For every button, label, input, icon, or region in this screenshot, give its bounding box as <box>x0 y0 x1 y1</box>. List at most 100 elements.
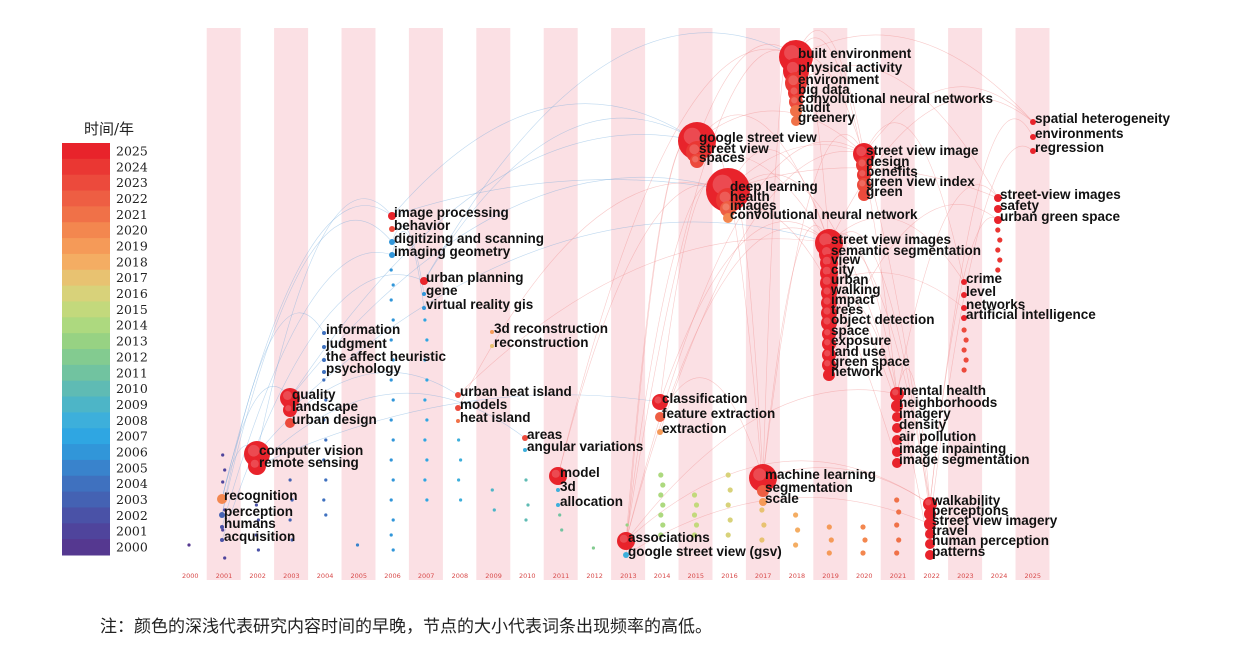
node-circle <box>925 539 935 549</box>
keyword-label: exposure <box>831 333 892 348</box>
node-circle <box>389 239 395 245</box>
node-highlight <box>859 170 866 177</box>
minor-node <box>221 453 225 457</box>
timeline-year-labels: 2000 2001 2002 2003 2004 2005 2006 2007 2008 2009… <box>182 572 1041 580</box>
legend-year-2006: 2006 <box>116 445 148 460</box>
node-circle <box>1030 148 1036 154</box>
node-highlight <box>654 396 662 404</box>
node-circle <box>623 552 629 558</box>
node-circle <box>892 447 902 457</box>
legend-year-2023: 2023 <box>116 175 148 190</box>
minor-node <box>963 357 969 363</box>
minor-node <box>389 458 393 462</box>
keyword-label: recognition <box>224 488 298 503</box>
minor-node <box>691 492 698 498</box>
node-circle <box>285 418 295 428</box>
keyword-label: networks <box>966 297 1025 312</box>
minor-node <box>793 512 799 518</box>
band-2015 <box>678 28 713 580</box>
keyword-node-k83 <box>217 494 227 504</box>
minor-node <box>391 283 395 287</box>
keyword-label: virtual reality gis <box>426 297 533 312</box>
minor-node <box>223 508 227 512</box>
minor-node <box>254 533 258 537</box>
keyword-label: safety <box>1000 198 1040 213</box>
keyword-node-k66 <box>890 387 904 401</box>
minor-node <box>961 367 967 373</box>
minor-node <box>658 532 664 538</box>
keyword-node-k29 <box>389 252 395 258</box>
timeline-year-2023: 2023 <box>957 572 974 580</box>
link-k57-k11 <box>289 134 698 399</box>
minor-node <box>795 527 801 533</box>
minor-node <box>660 482 666 488</box>
keyword-label: google street view (gsv) <box>628 544 782 559</box>
node-highlight <box>551 469 560 478</box>
keyword-label: urban design <box>292 412 377 427</box>
keyword-label: computer vision <box>259 443 363 458</box>
minor-node <box>423 438 427 442</box>
link-k13-k67 <box>696 153 898 407</box>
node-highlight <box>753 468 766 481</box>
node-highlight <box>925 499 932 506</box>
minor-node <box>961 347 967 353</box>
keyword-label: images <box>730 198 777 213</box>
node-circle <box>455 405 461 411</box>
figure-note: 注：颜色的深浅代表研究内容时间的早晚，节点的大小代表词条出现频率的高低。 <box>100 617 712 637</box>
band-2011 <box>543 28 578 580</box>
minor-node <box>391 518 395 522</box>
keyword-node-k55 <box>490 330 494 334</box>
node-highlight <box>285 405 292 412</box>
minor-node <box>660 502 666 508</box>
legend-swatch-2021 <box>62 206 110 223</box>
node-highlight <box>823 287 831 295</box>
legend-swatch-2024 <box>62 158 110 176</box>
node-circle <box>790 105 802 117</box>
minor-node <box>389 533 393 537</box>
link-k30-k47 <box>828 217 965 283</box>
band-2023 <box>948 28 983 580</box>
timeline-year-2003: 2003 <box>283 572 300 580</box>
keyword-node-k21 <box>720 201 736 217</box>
minor-node <box>391 398 395 402</box>
legend-year-2019: 2019 <box>116 239 148 254</box>
timeline-year-2016: 2016 <box>721 572 738 580</box>
legend-swatch-2010 <box>62 380 110 398</box>
minor-node <box>389 498 393 502</box>
minor-node <box>963 337 969 343</box>
keyword-node-k49 <box>961 305 967 311</box>
node-circle <box>217 494 227 504</box>
timeline-year-2002: 2002 <box>249 572 266 580</box>
legend-swatch-2005 <box>62 459 110 477</box>
minor-node <box>389 298 393 302</box>
minor-node <box>288 478 292 482</box>
minor-node <box>725 532 731 538</box>
minor-node <box>894 550 900 556</box>
legend-year-2017: 2017 <box>116 270 148 285</box>
keyword-node-k58 <box>283 403 297 417</box>
keyword-node-k68 <box>892 412 902 422</box>
link-k14-k8 <box>863 86 1034 155</box>
node-circle <box>822 348 836 362</box>
node-circle <box>821 315 837 331</box>
node-highlight <box>689 144 700 155</box>
band-2021 <box>880 28 915 580</box>
minor-node <box>324 513 328 517</box>
keyword-label: regression <box>1035 140 1104 155</box>
minor-node <box>423 398 427 402</box>
keyword-label: information <box>326 322 400 337</box>
minor-node <box>425 498 429 502</box>
link-k44-k11 <box>423 117 698 282</box>
keyword-node-k26 <box>388 212 396 220</box>
minor-node <box>457 478 461 482</box>
keyword-label: remote sensing <box>259 455 359 470</box>
node-circle <box>924 518 936 530</box>
node-circle <box>490 330 494 334</box>
minor-node <box>725 502 731 508</box>
timeline-year-2007: 2007 <box>418 572 435 580</box>
node-highlight <box>859 180 866 187</box>
minor-node <box>457 438 461 442</box>
keyword-label: perceptions <box>932 503 1009 518</box>
link-k42-k25 <box>828 204 999 366</box>
